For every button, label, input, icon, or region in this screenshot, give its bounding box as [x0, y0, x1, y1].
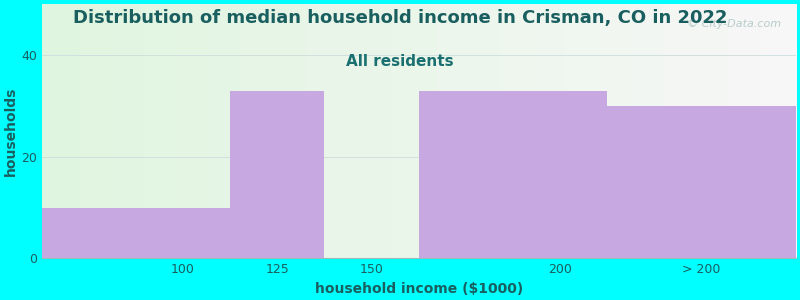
Text: All residents: All residents: [346, 54, 454, 69]
Bar: [42, 208, 230, 258]
Text: Distribution of median household income in Crisman, CO in 2022: Distribution of median household income …: [73, 9, 727, 27]
Y-axis label: households: households: [4, 87, 18, 176]
Bar: [418, 91, 607, 258]
Bar: [607, 106, 796, 258]
Bar: [230, 91, 325, 258]
X-axis label: household income ($1000): household income ($1000): [314, 282, 523, 296]
Text: © City-Data.com: © City-Data.com: [686, 20, 781, 29]
